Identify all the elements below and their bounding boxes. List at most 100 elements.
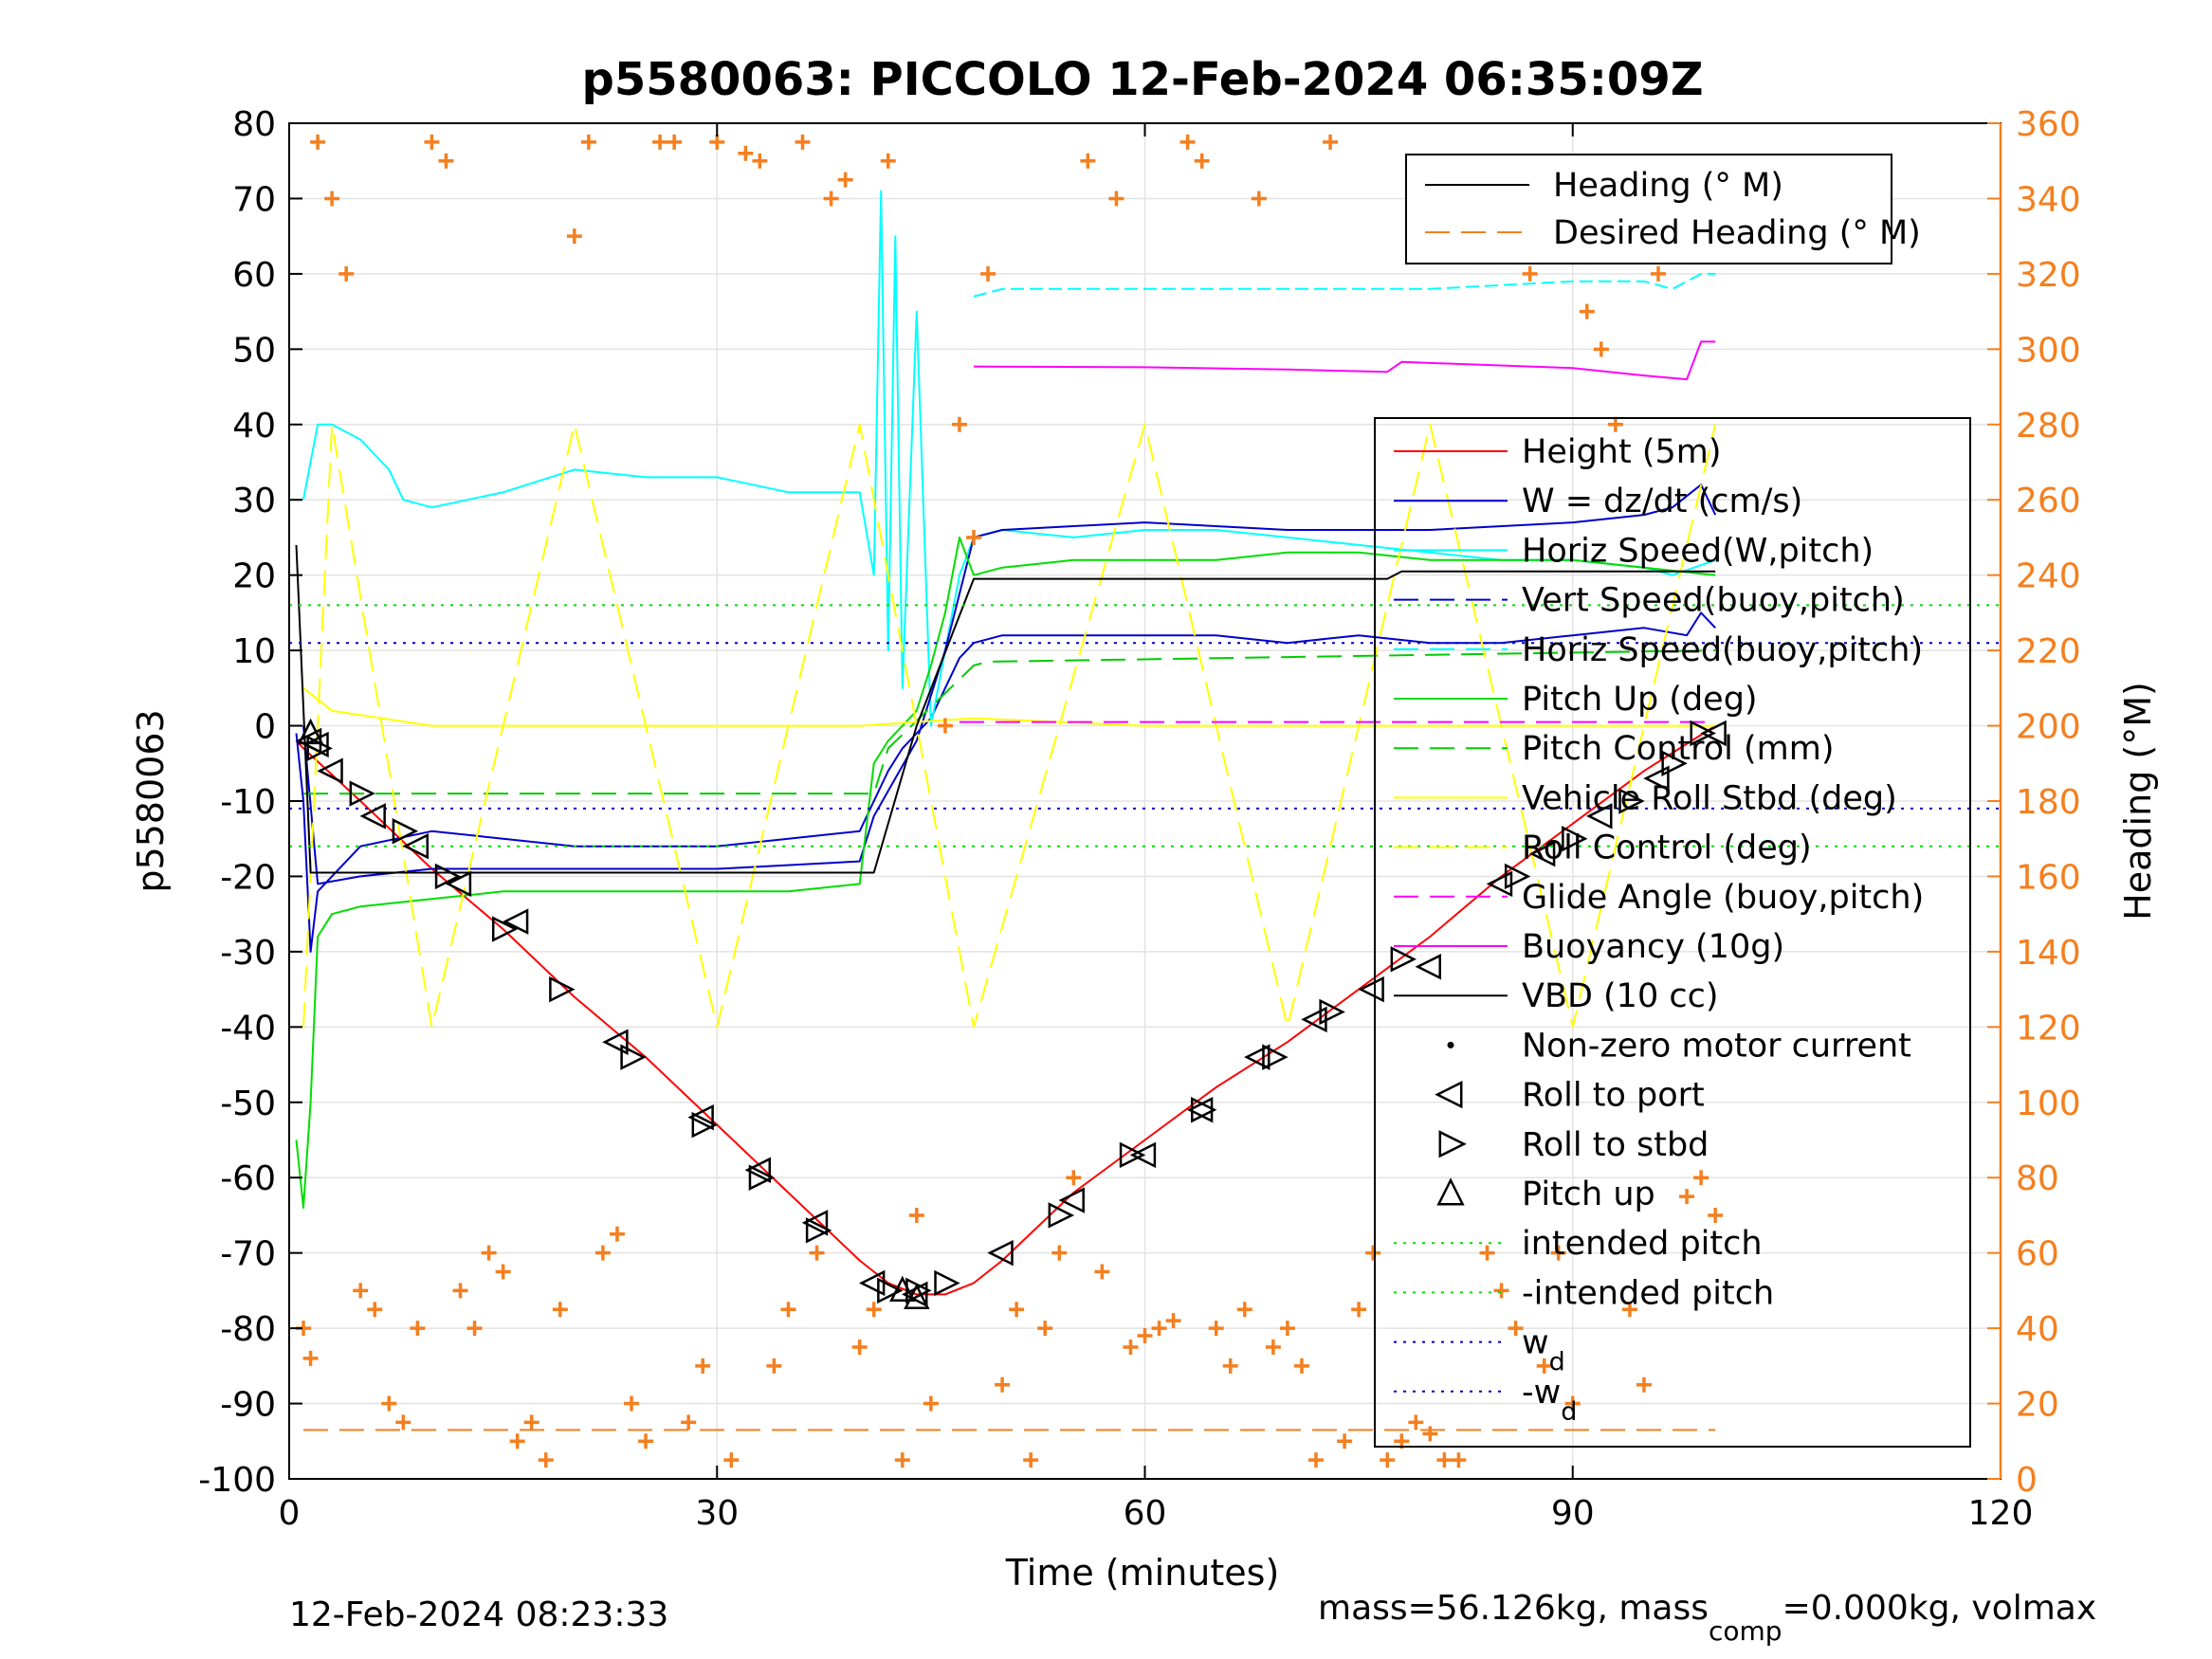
heading-point bbox=[966, 529, 981, 545]
marker-layer bbox=[295, 718, 1727, 1309]
heading-point bbox=[1137, 1328, 1153, 1344]
legend-label: Roll to stbd bbox=[1522, 1126, 1709, 1164]
series-vert-speed-buoy-pitch bbox=[302, 483, 1717, 885]
series-height-5m bbox=[295, 724, 1716, 1296]
series-pitch-control-mm bbox=[303, 649, 1716, 795]
legend-label: Horiz Speed(W,pitch) bbox=[1522, 532, 1874, 570]
marker-roll-to-stbd bbox=[1390, 946, 1417, 973]
footer-mass-sub: comp bbox=[1709, 1615, 1782, 1647]
heading-point bbox=[1422, 1426, 1438, 1442]
heading-point bbox=[1265, 1339, 1281, 1355]
marker-roll-to-stbd bbox=[1048, 1202, 1075, 1229]
heading-point bbox=[1408, 1414, 1424, 1431]
x-tick-label: 0 bbox=[279, 1494, 301, 1533]
y-right-tick-label: 240 bbox=[2016, 557, 2081, 596]
footer-mass-text: mass=56.126kg, mass bbox=[1318, 1589, 1709, 1628]
y-tick-label: 50 bbox=[232, 331, 276, 370]
legend-swatch-marker bbox=[1435, 1080, 1463, 1109]
heading-point bbox=[752, 153, 768, 169]
y-tick-label: -90 bbox=[220, 1386, 276, 1425]
heading-point bbox=[880, 153, 896, 169]
heading-point bbox=[709, 134, 725, 150]
legend-label: Vehicle Roll Stbd (deg) bbox=[1522, 779, 1897, 817]
marker-roll-to-stbd bbox=[748, 1164, 776, 1191]
heading-point bbox=[681, 1414, 697, 1431]
y-axis-label: p5580063 bbox=[130, 709, 172, 892]
heading-point bbox=[310, 134, 326, 150]
heading-point bbox=[1123, 1339, 1139, 1355]
heading-point bbox=[837, 172, 853, 188]
marker-roll-to-port bbox=[502, 908, 529, 935]
y-right-tick-label: 0 bbox=[2016, 1461, 2038, 1500]
heading-point bbox=[523, 1414, 539, 1431]
y-right-tick-label: 360 bbox=[2016, 105, 2081, 144]
heading-point bbox=[1365, 1245, 1381, 1261]
heading-point bbox=[594, 1245, 611, 1261]
y-axis-right-label: Heading (°M) bbox=[2117, 682, 2159, 921]
heading-point bbox=[395, 1414, 411, 1431]
series-horiz-speed-w-pitch bbox=[302, 190, 1716, 727]
heading-point bbox=[1165, 1313, 1181, 1329]
legend-swatch-dot bbox=[1447, 1041, 1454, 1048]
y-right-tick-label: 160 bbox=[2016, 858, 2081, 897]
marker-roll-to-port bbox=[801, 1210, 829, 1236]
legend-label: wd bbox=[1522, 1324, 1565, 1377]
heading-point bbox=[1579, 303, 1595, 319]
heading-point bbox=[452, 1283, 468, 1299]
footer-timestamp: 12-Feb-2024 08:23:33 bbox=[289, 1595, 668, 1634]
series-layer bbox=[289, 134, 2001, 1468]
heading-point bbox=[1550, 1245, 1566, 1261]
y-tick-label: -30 bbox=[220, 934, 276, 973]
heading-point bbox=[1636, 1376, 1652, 1393]
y-axis-left: 80 70 60 50 40 30 20 10 0 -10 -20 -30 -40 -50 -60 -70 -8… bbox=[198, 105, 302, 1500]
heading-point bbox=[1536, 1358, 1552, 1374]
heading-point bbox=[995, 1376, 1011, 1393]
marker-roll-to-stbd bbox=[1262, 1044, 1289, 1070]
y-axis-right: 3603403203002802602402202001801601401201… bbox=[1987, 105, 2081, 1500]
marker-roll-to-port bbox=[1528, 840, 1556, 867]
y-tick-label: 10 bbox=[232, 632, 276, 671]
y-right-tick-label: 260 bbox=[2016, 482, 2081, 520]
marker-roll-to-stbd bbox=[491, 916, 519, 942]
heading-point bbox=[324, 191, 340, 207]
heading-point bbox=[894, 1452, 910, 1468]
heading-point bbox=[1522, 265, 1538, 282]
y-tick-label: 80 bbox=[232, 105, 276, 144]
y-right-tick-label: 320 bbox=[2016, 256, 2081, 295]
y-right-tick-label: 340 bbox=[2016, 180, 2081, 219]
marker-roll-to-port bbox=[987, 1239, 1014, 1267]
heading-point bbox=[1436, 1452, 1453, 1468]
heading-point bbox=[809, 1245, 825, 1261]
marker-roll-to-port bbox=[1129, 1141, 1157, 1169]
heading-point bbox=[381, 1395, 397, 1412]
legend-label: Pitch Up (deg) bbox=[1522, 681, 1758, 719]
y-right-tick-label: 80 bbox=[2016, 1159, 2059, 1198]
marker-roll-to-port bbox=[359, 803, 386, 830]
heading-point bbox=[1679, 1189, 1695, 1205]
heading-point bbox=[923, 1395, 939, 1412]
y-tick-label: -20 bbox=[220, 858, 276, 897]
heading-point bbox=[302, 1350, 319, 1366]
legend-label: Pitch Control (mm) bbox=[1522, 730, 1834, 768]
legend-swatch-marker bbox=[1438, 1130, 1467, 1158]
marker-roll-to-stbd bbox=[877, 1277, 904, 1304]
legend-label: -intended pitch bbox=[1522, 1274, 1774, 1312]
heading-point bbox=[1279, 1321, 1295, 1337]
heading-point bbox=[481, 1245, 497, 1261]
y-right-tick-label: 100 bbox=[2016, 1085, 2081, 1123]
marker-roll-to-stbd bbox=[1618, 788, 1645, 814]
legend-label: W = dz/dt (cm/s) bbox=[1522, 483, 1802, 520]
legend-label: Heading (° M) bbox=[1553, 167, 1783, 205]
legend-main-box bbox=[1374, 417, 1971, 1448]
heading-point bbox=[823, 191, 839, 207]
heading-point bbox=[780, 1302, 796, 1318]
heading-point bbox=[1380, 1452, 1396, 1468]
heading-point bbox=[509, 1433, 525, 1449]
legend-label: VBD (10 cc) bbox=[1522, 977, 1719, 1015]
y-right-tick-label: 300 bbox=[2016, 331, 2081, 370]
heading-point bbox=[410, 1321, 426, 1337]
marker-roll-to-stbd bbox=[434, 863, 462, 890]
legend-label: intended pitch bbox=[1522, 1225, 1763, 1263]
heading-point bbox=[609, 1226, 625, 1242]
